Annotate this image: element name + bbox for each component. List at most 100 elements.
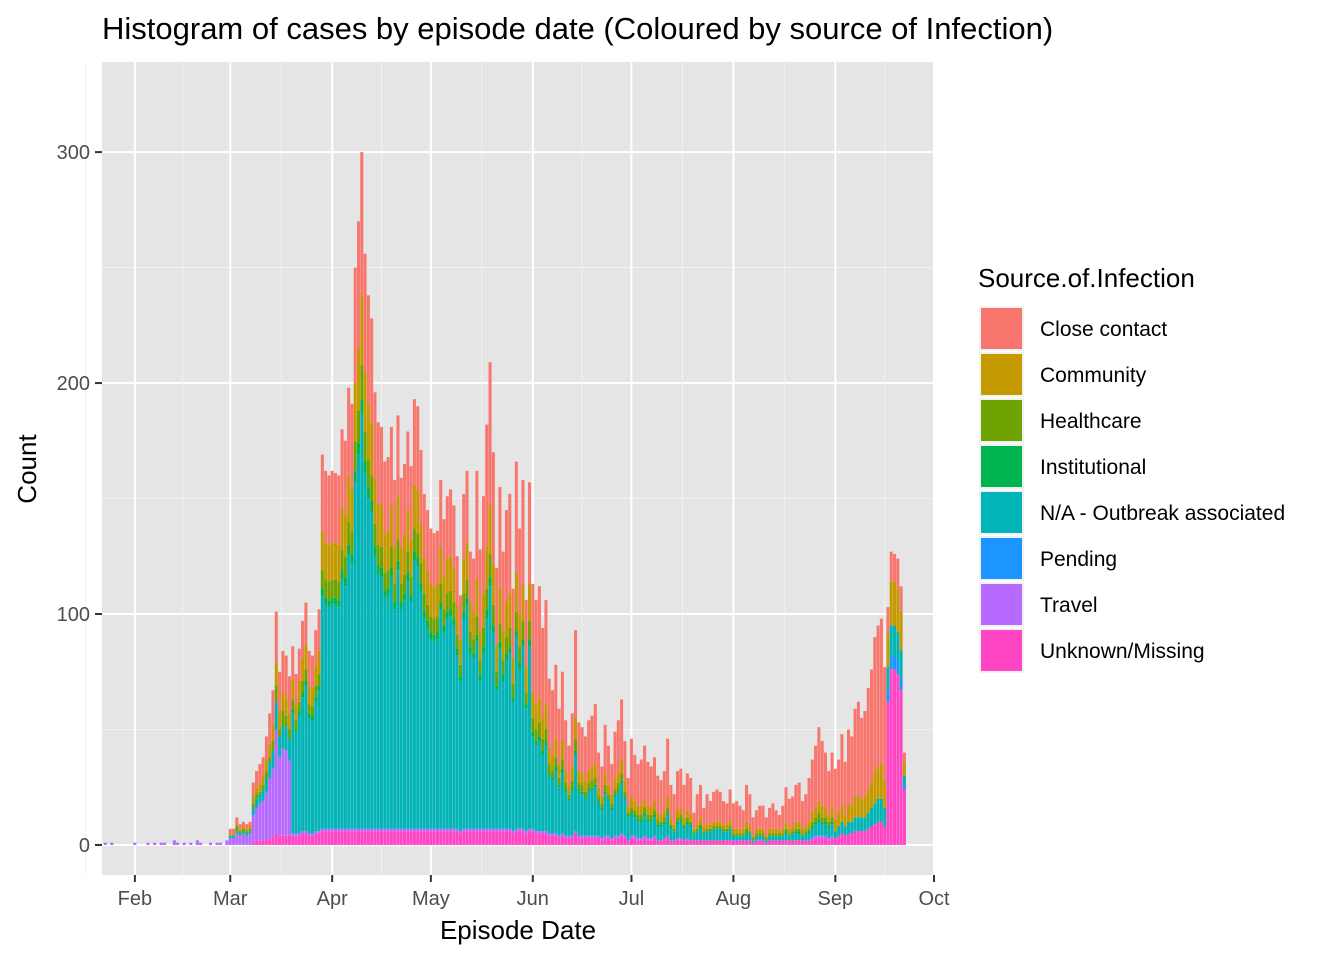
bar-segment [291,699,295,709]
bar-segment [317,674,321,686]
bar-segment [551,780,555,834]
bar-segment [791,831,795,834]
bar-segment [442,828,446,832]
histogram-bar [524,600,528,845]
bar-segment [820,741,824,806]
bar-segment [764,835,768,839]
bar-segment [426,831,430,845]
bar-segment [820,824,824,836]
bar-segment [715,821,719,827]
bar-segment [261,757,265,776]
bar-segment [380,577,384,829]
bar-segment [541,754,545,832]
bar-segment [274,729,278,834]
bar-segment [583,838,587,845]
histogram-bar [537,586,541,845]
bar-segment [893,581,897,626]
bar-segment [643,814,647,836]
bar-segment [646,805,650,815]
bar-segment [501,674,505,681]
bar-segment [551,833,555,836]
bar-segment [754,833,758,836]
histogram-bar [695,794,699,845]
bar-segment [232,828,236,834]
bar-segment [508,646,512,654]
bar-segment [659,780,663,815]
bar-segment [764,838,768,841]
bar-segment [728,828,732,841]
bar-segment [363,461,367,474]
histogram-bar [554,664,558,845]
bar-segment [422,593,426,612]
bar-segment [488,831,492,845]
bar-segment [800,835,804,841]
bar-segment [363,831,367,845]
bar-segment [560,741,564,760]
bar-segment [449,489,453,557]
bar-segment [738,840,742,845]
bar-segment [426,627,430,829]
bar-segment [860,831,864,845]
bar-segment [274,685,278,702]
bar-segment [620,835,624,845]
bar-segment [873,803,877,825]
histogram-bar [347,387,351,845]
bar-segment [301,831,305,834]
bar-segment [458,595,462,640]
bar-segment [702,826,706,832]
bar-segment [656,775,660,813]
bar-segment [317,690,321,832]
histogram-bar [748,794,752,845]
bar-segment [889,625,893,656]
bar-segment [343,831,347,845]
bar-segment [409,577,413,596]
bar-segment [393,831,397,845]
bar-segment [268,777,272,839]
bar-segment [435,632,439,640]
bar-segment [587,835,591,839]
bar-segment [419,583,423,591]
bar-segment [504,660,509,829]
histogram-bar [873,637,877,845]
bar-segment [547,773,551,776]
bar-segment [587,791,591,836]
bar-segment [820,805,824,818]
bar-segment [728,840,732,845]
bar-segment [360,831,364,845]
bar-segment [741,810,745,829]
bar-segment [656,824,660,827]
bar-segment [807,831,811,834]
bar-segment [560,768,564,774]
legend-item: Pending [979,536,1117,581]
bar-segment [452,831,456,845]
bar-segment [531,717,535,732]
bar-segment [485,618,489,829]
histogram-bar [485,424,489,845]
histogram-bar [557,708,561,845]
bar-segment [669,824,673,827]
bar-segment [794,833,798,841]
histogram-bar [800,801,804,845]
bar-segment [153,842,157,845]
bar-segment [534,729,538,742]
bar-segment [383,533,387,573]
bar-segment [771,803,775,829]
bar-segment [725,828,729,832]
bar-segment [725,831,729,841]
bar-segment [531,583,535,693]
histogram-bar [255,771,259,845]
bar-segment [814,824,818,836]
bar-segment [754,840,758,845]
bar-segment [228,838,232,845]
histogram-bar [248,821,252,845]
bar-segment [784,787,788,822]
bar-segment [495,644,499,672]
bar-segment [511,657,515,684]
bar-segment [745,840,749,845]
bar-segment [899,586,903,612]
bar-segment [518,831,522,845]
histogram-bar [511,588,515,845]
bar-segment [682,840,686,845]
histogram-bar [176,842,180,845]
bar-segment [685,773,689,811]
